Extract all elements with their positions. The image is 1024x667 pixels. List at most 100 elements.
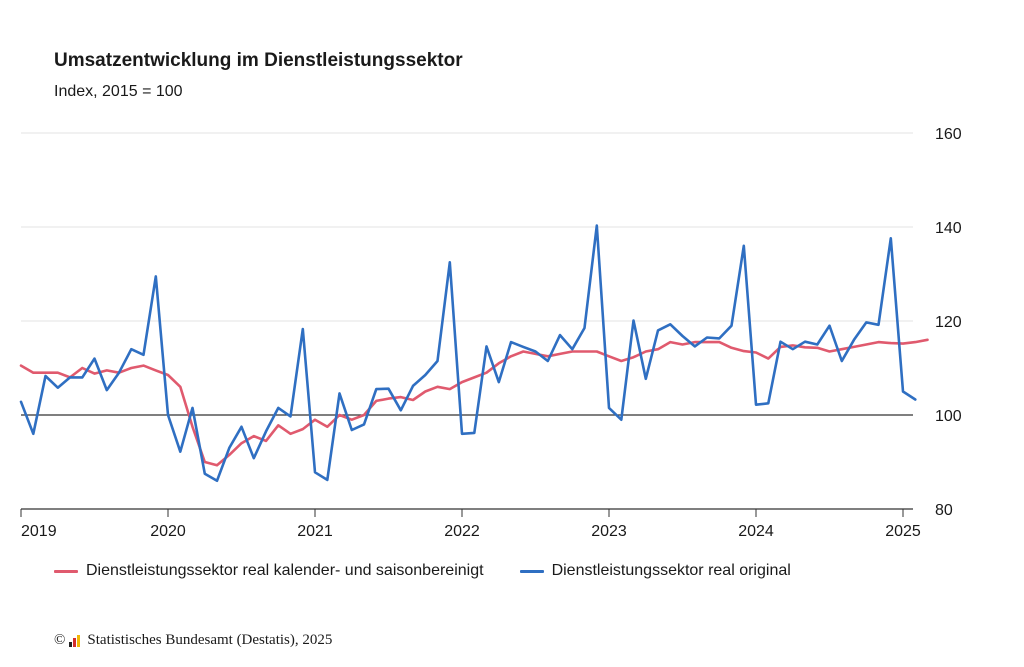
data-point[interactable] (213, 477, 221, 485)
data-point[interactable] (556, 350, 564, 358)
data-point[interactable] (495, 378, 503, 386)
data-point[interactable] (483, 342, 491, 350)
data-point[interactable] (287, 412, 295, 420)
data-point[interactable] (581, 348, 589, 356)
data-point[interactable] (593, 348, 601, 356)
data-point[interactable] (862, 318, 870, 326)
data-point[interactable] (189, 404, 197, 412)
data-point[interactable] (556, 331, 564, 339)
series-line-real-adjusted[interactable] (19, 338, 929, 467)
data-point[interactable] (287, 430, 295, 438)
data-point[interactable] (826, 322, 834, 330)
data-point[interactable] (581, 324, 589, 332)
data-point[interactable] (336, 389, 344, 397)
data-point[interactable] (911, 395, 919, 403)
data-point[interactable] (777, 338, 785, 346)
data-point[interactable] (54, 384, 62, 392)
data-point[interactable] (262, 427, 270, 435)
data-point[interactable] (103, 366, 111, 374)
data-point[interactable] (164, 411, 172, 419)
data-point[interactable] (887, 234, 895, 242)
data-point[interactable] (409, 396, 417, 404)
data-point[interactable] (679, 341, 687, 349)
data-point[interactable] (446, 385, 454, 393)
data-point[interactable] (654, 326, 662, 334)
data-point[interactable] (764, 355, 772, 363)
data-point[interactable] (250, 454, 258, 462)
data-point[interactable] (813, 341, 821, 349)
data-point[interactable] (434, 383, 442, 391)
data-point[interactable] (789, 345, 797, 353)
data-point[interactable] (850, 336, 858, 344)
data-point[interactable] (29, 369, 37, 377)
legend-item-original[interactable]: Dienstleistungssektor real original (519, 562, 791, 580)
data-point[interactable] (140, 351, 148, 359)
data-point[interactable] (176, 383, 184, 391)
data-point[interactable] (838, 357, 846, 365)
data-point[interactable] (421, 388, 429, 396)
data-point[interactable] (470, 373, 478, 381)
data-point[interactable] (299, 325, 307, 333)
data-point[interactable] (127, 345, 135, 353)
data-point[interactable] (115, 369, 123, 377)
data-point[interactable] (201, 470, 209, 478)
data-point[interactable] (250, 432, 258, 440)
data-point[interactable] (140, 362, 148, 370)
data-point[interactable] (862, 341, 870, 349)
data-point[interactable] (213, 461, 221, 469)
data-point[interactable] (568, 345, 576, 353)
data-point[interactable] (875, 338, 883, 346)
data-point[interactable] (703, 333, 711, 341)
data-point[interactable] (532, 348, 540, 356)
data-point[interactable] (238, 423, 246, 431)
data-point[interactable] (103, 386, 111, 394)
data-point[interactable] (911, 338, 919, 346)
legend-item-adjusted[interactable]: Dienstleistungssektor real kalender- und… (54, 562, 484, 580)
data-point[interactable] (458, 430, 466, 438)
data-point[interactable] (152, 366, 160, 374)
series-line-real-original[interactable] (19, 224, 917, 483)
data-point[interactable] (421, 371, 429, 379)
data-point[interactable] (617, 357, 625, 365)
data-point[interactable] (826, 348, 834, 356)
data-point[interactable] (17, 362, 25, 370)
data-point[interactable] (801, 338, 809, 346)
data-point[interactable] (446, 258, 454, 266)
data-point[interactable] (764, 399, 772, 407)
data-point[interactable] (887, 339, 895, 347)
data-point[interactable] (617, 416, 625, 424)
data-point[interactable] (274, 404, 282, 412)
data-point[interactable] (54, 369, 62, 377)
data-point[interactable] (17, 398, 25, 406)
data-point[interactable] (728, 322, 736, 330)
data-point[interactable] (507, 338, 515, 346)
data-point[interactable] (666, 320, 674, 328)
data-point[interactable] (666, 338, 674, 346)
data-point[interactable] (29, 430, 37, 438)
data-point[interactable] (397, 393, 405, 401)
data-point[interactable] (372, 385, 380, 393)
data-point[interactable] (715, 334, 723, 342)
data-point[interactable] (360, 420, 368, 428)
data-point[interactable] (605, 404, 613, 412)
data-point[interactable] (740, 242, 748, 250)
data-point[interactable] (642, 348, 650, 356)
data-point[interactable] (630, 353, 638, 361)
data-point[interactable] (274, 421, 282, 429)
data-point[interactable] (323, 476, 331, 484)
data-point[interactable] (519, 343, 527, 351)
data-point[interactable] (630, 317, 638, 325)
data-point[interactable] (544, 357, 552, 365)
data-point[interactable] (740, 347, 748, 355)
data-point[interactable] (409, 382, 417, 390)
data-point[interactable] (642, 375, 650, 383)
data-point[interactable] (311, 468, 319, 476)
data-point[interactable] (311, 416, 319, 424)
data-point[interactable] (691, 342, 699, 350)
data-point[interactable] (434, 357, 442, 365)
data-point[interactable] (91, 370, 99, 378)
data-point[interactable] (385, 385, 393, 393)
data-point[interactable] (495, 359, 503, 367)
data-point[interactable] (875, 321, 883, 329)
data-point[interactable] (899, 388, 907, 396)
